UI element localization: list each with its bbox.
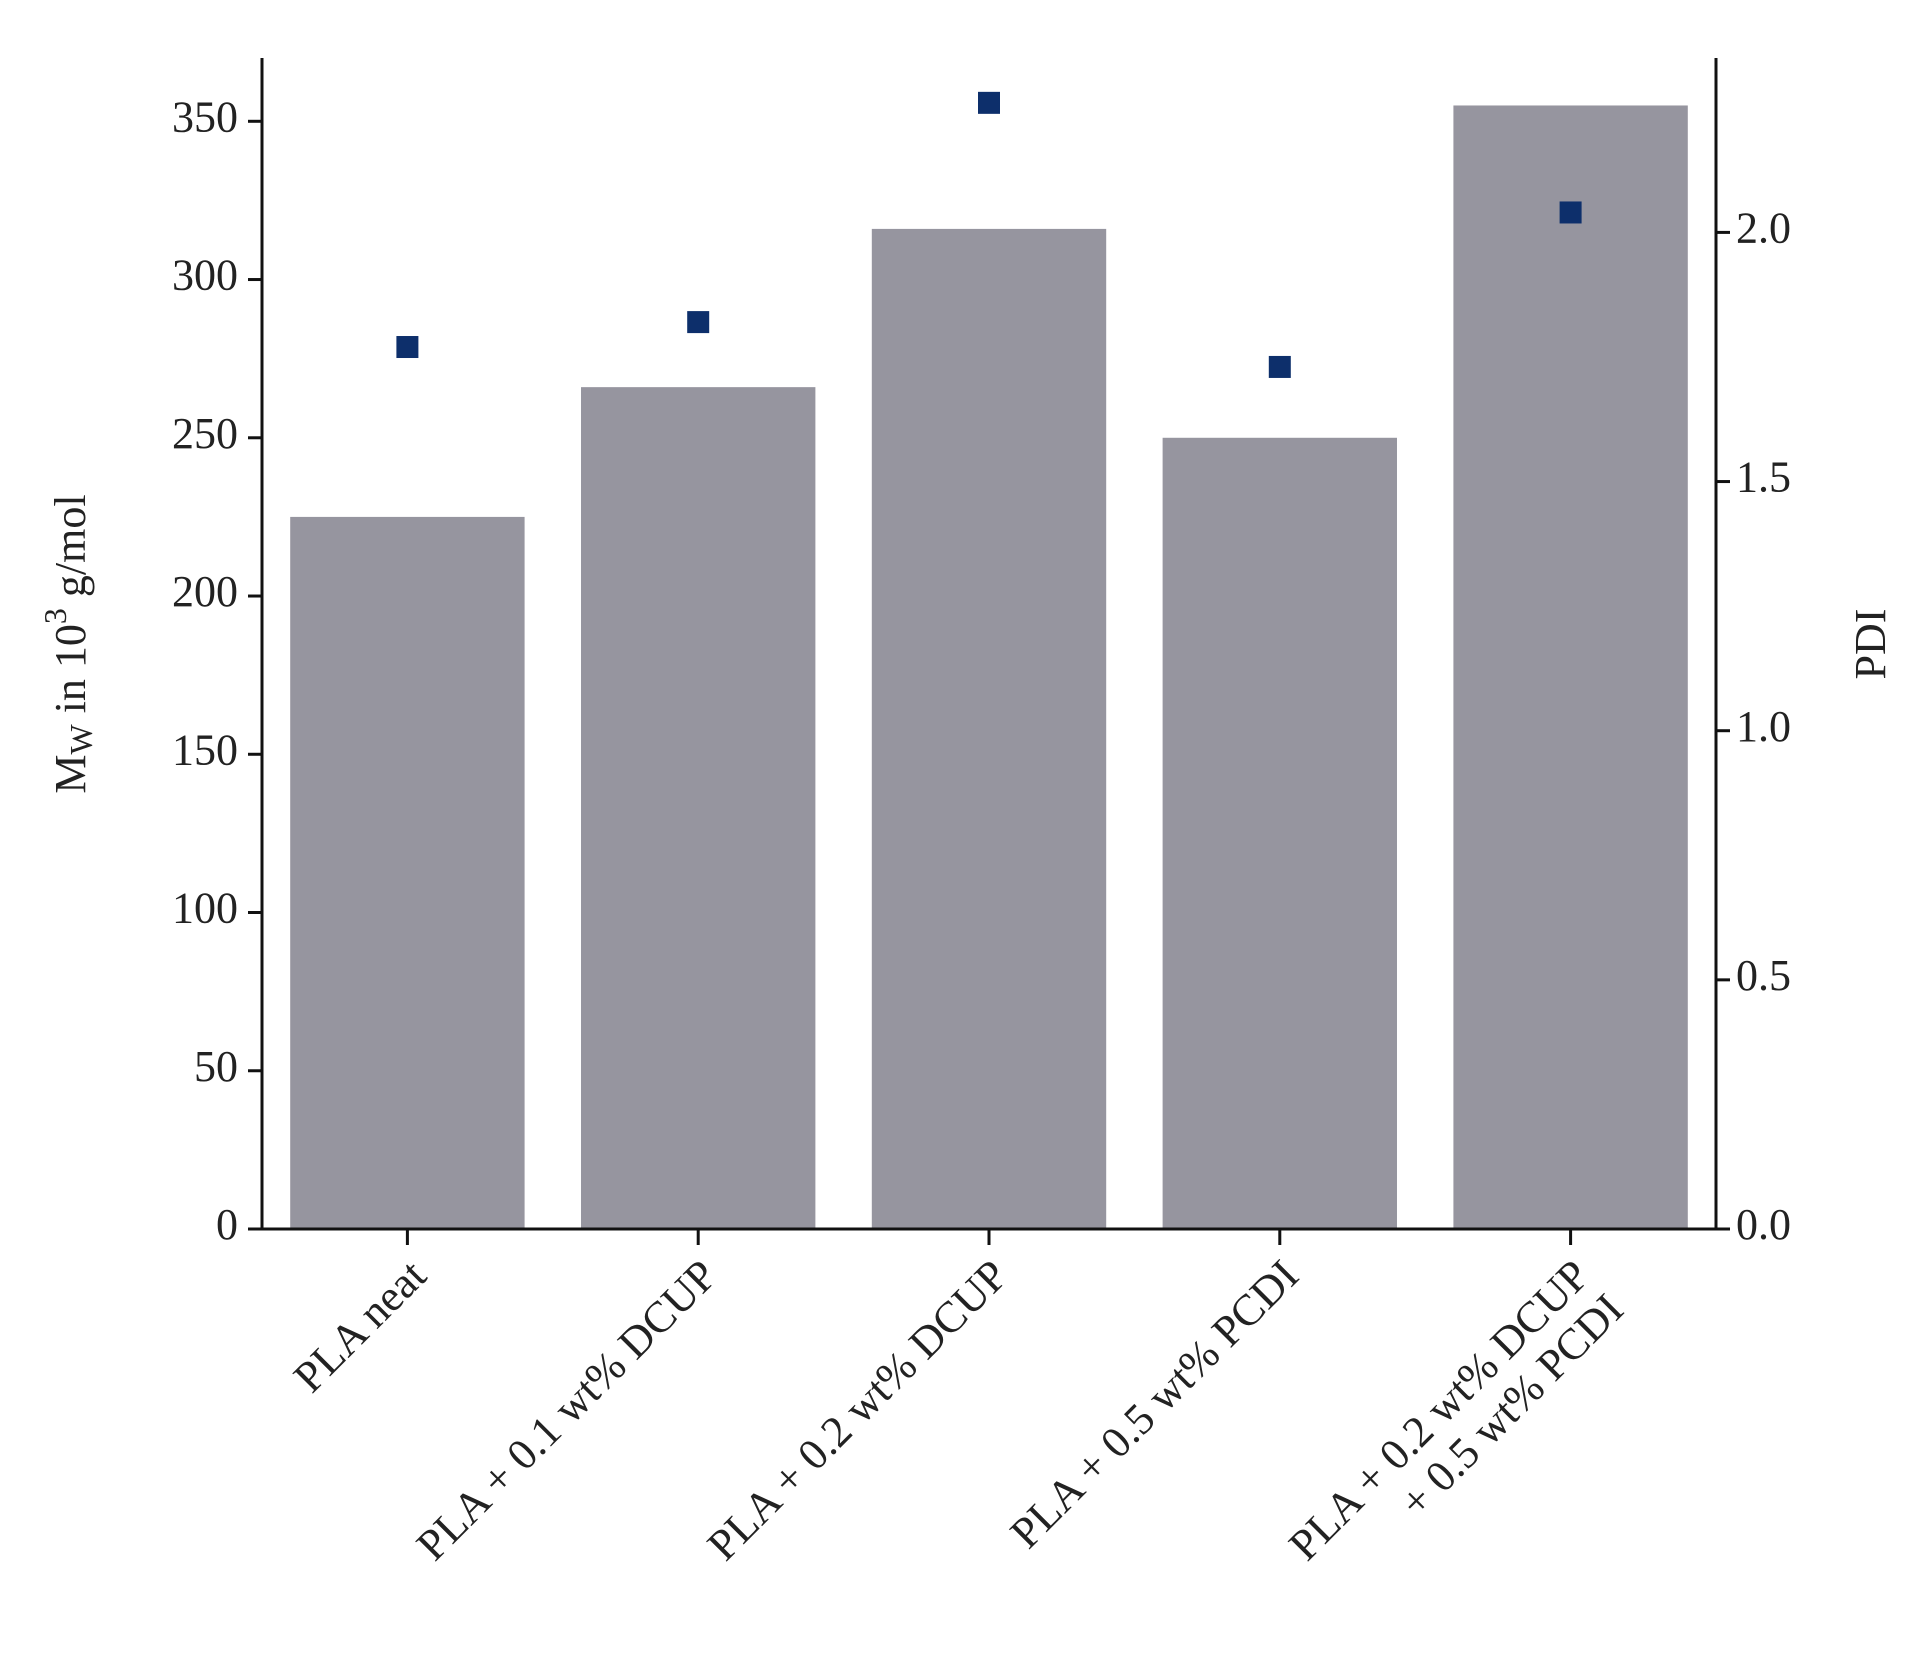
y-label-part: M — [46, 755, 95, 794]
y-label-part: in 10 — [46, 624, 95, 724]
x-tick-label: PLA + 0.2 wt% DCUP+ 0.5 wt% PCDI — [1280, 1251, 1633, 1604]
bar — [1453, 105, 1688, 1229]
x-tick-label: PLA + 0.5 wt% PCDI — [1001, 1251, 1308, 1558]
y-tick-label: 100 — [172, 884, 238, 933]
y-tick-label: 0 — [216, 1200, 238, 1249]
y-tick-label: 300 — [172, 251, 238, 300]
point — [687, 311, 710, 334]
y2-axis-label: PDI — [1846, 609, 1895, 680]
y-tick-label: 350 — [172, 92, 238, 141]
x-tick-label: PLA neat — [284, 1251, 435, 1402]
x-tick-label-line: PLA neat — [284, 1251, 435, 1402]
y2-tick-label: 1.0 — [1736, 702, 1791, 751]
x-tick-label-line: PLA + 0.2 wt% DCUP — [1280, 1251, 1599, 1570]
bar — [581, 387, 816, 1229]
x-tick-label-line: PLA + 0.1 wt% DCUP — [407, 1251, 726, 1570]
point — [1268, 355, 1291, 378]
y-label-part: g/mol — [46, 494, 95, 608]
y-tick-label: 250 — [172, 409, 238, 458]
y-tick-label: 200 — [172, 567, 238, 616]
y2-tick-label: 1.5 — [1736, 453, 1791, 502]
bar — [290, 516, 525, 1229]
point — [396, 336, 419, 359]
x-tick-label: PLA + 0.1 wt% DCUP — [407, 1251, 726, 1570]
x-tick-label: PLA + 0.2 wt% DCUP — [698, 1251, 1017, 1570]
x-tick-label-line: PLA + 0.2 wt% DCUP — [698, 1251, 1017, 1570]
y2-tick-label: 0.0 — [1736, 1200, 1791, 1249]
y-label-sup: 3 — [37, 608, 73, 624]
y2-tick-label: 2.0 — [1736, 203, 1791, 252]
y-tick-label: 150 — [172, 725, 238, 774]
y-tick-label: 50 — [194, 1042, 238, 1091]
point — [1559, 201, 1582, 224]
bar — [1162, 437, 1397, 1229]
y2-tick-label: 0.5 — [1736, 951, 1791, 1000]
bar — [871, 228, 1107, 1229]
y-label-sub: W — [63, 724, 99, 755]
y-axis-label: MW in 103 g/mol — [37, 494, 99, 793]
point — [978, 91, 1000, 114]
x-tick-label-line: PLA + 0.5 wt% PCDI — [1001, 1251, 1308, 1558]
